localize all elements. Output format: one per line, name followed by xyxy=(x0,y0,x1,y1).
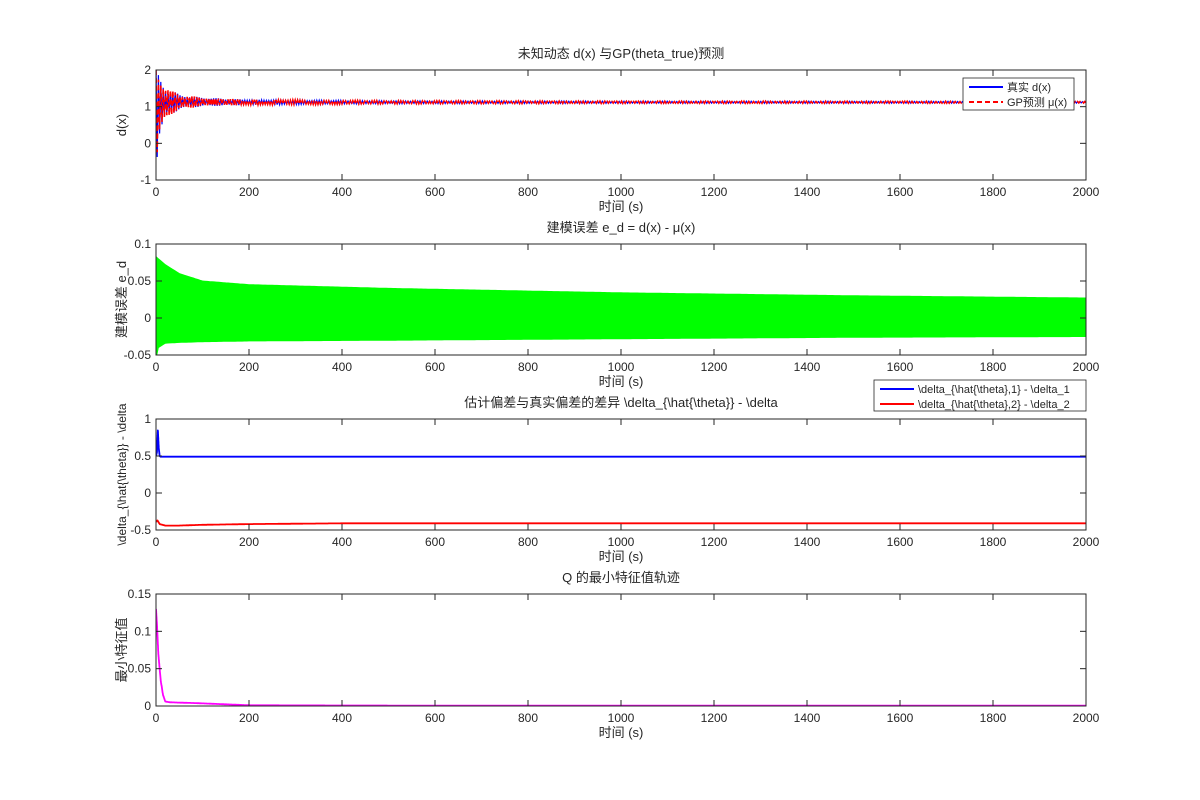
x-tick-label: 1600 xyxy=(887,360,914,374)
x-tick-label: 1600 xyxy=(887,711,914,725)
x-tick-label: 200 xyxy=(239,711,259,725)
series-group xyxy=(156,255,1086,355)
x-tick-label: 1800 xyxy=(980,185,1007,199)
x-tick-label: 200 xyxy=(239,535,259,549)
y-tick-label: -1 xyxy=(140,173,151,187)
y-tick-label: 0.1 xyxy=(134,624,151,638)
series-2-line xyxy=(156,519,1086,527)
y-tick-label: 0 xyxy=(144,486,151,500)
series-1-line xyxy=(156,429,1086,458)
legend: 真实 d(x) GP预测 μ(x) xyxy=(962,77,1075,111)
x-tick-label: 600 xyxy=(425,711,445,725)
y-tick-label: 2 xyxy=(144,63,151,77)
series-group xyxy=(156,429,1086,527)
x-tick-label: 800 xyxy=(518,711,538,725)
x-tick-label: 0 xyxy=(153,185,160,199)
x-tick-label: 2000 xyxy=(1073,535,1100,549)
plot-area xyxy=(156,594,1086,706)
subplot-1: 0 200 400 600 800 1000 1200 1400 1600 1800 2000-10… xyxy=(114,46,1100,214)
x-tick-label: 1000 xyxy=(608,711,635,725)
x-tick-label: 1600 xyxy=(887,535,914,549)
x-tick-label: 2000 xyxy=(1073,185,1100,199)
legend-box xyxy=(962,77,1075,111)
y-axis-label: d(x) xyxy=(114,114,129,136)
x-tick-label: 400 xyxy=(332,360,352,374)
x-tick-label: 600 xyxy=(425,185,445,199)
x-tick-label: 400 xyxy=(332,185,352,199)
y-tick-label: 0.5 xyxy=(134,449,151,463)
legend-entry-1: 真实 d(x) xyxy=(1007,80,1051,94)
chart-title: 未知动态 d(x) 与GP(theta_true)预测 xyxy=(518,46,725,61)
x-tick-label: 2000 xyxy=(1073,360,1100,374)
x-tick-label: 0 xyxy=(153,535,160,549)
y-tick-label: 1 xyxy=(144,412,151,426)
x-tick-label: 1400 xyxy=(794,711,821,725)
x-tick-label: 200 xyxy=(239,360,259,374)
x-tick-label: 200 xyxy=(239,185,259,199)
x-tick-label: 1000 xyxy=(608,185,635,199)
x-tick-label: 1200 xyxy=(701,360,728,374)
y-axis-label: 建模误差 e_d xyxy=(114,261,129,338)
x-tick-label: 400 xyxy=(332,535,352,549)
series-1-band xyxy=(156,255,1086,355)
chart-title: Q 的最小特征值轨迹 xyxy=(562,570,680,585)
x-tick-label: 1400 xyxy=(794,360,821,374)
y-tick-label: -0.5 xyxy=(130,523,151,537)
x-axis-label: 时间 (s) xyxy=(599,549,644,564)
x-tick-label: 800 xyxy=(518,185,538,199)
x-tick-label: 1800 xyxy=(980,360,1007,374)
x-tick-label: 0 xyxy=(153,360,160,374)
x-axis-label: 时间 (s) xyxy=(599,725,644,740)
plot-area xyxy=(156,419,1086,530)
y-tick-label: 1 xyxy=(144,100,151,114)
x-tick-label: 1000 xyxy=(608,535,635,549)
x-tick-label: 0 xyxy=(153,711,160,725)
x-tick-label: 800 xyxy=(518,360,538,374)
x-axis-label: 时间 (s) xyxy=(599,199,644,214)
legend-entry-2: \delta_{\hat{\theta},2} - \delta_2 xyxy=(918,399,1070,411)
x-tick-label: 800 xyxy=(518,535,538,549)
x-tick-label: 1800 xyxy=(980,535,1007,549)
series-group xyxy=(156,70,1086,158)
x-axis-label: 时间 (s) xyxy=(599,374,644,389)
legend-box xyxy=(873,379,1087,412)
subplot-4: 0 200 400 600 800 1000 1200 1400 1600 1800 2000 0 0.… xyxy=(114,570,1100,740)
legend: \delta_{\hat{\theta},1} - \delta_1 \delta… xyxy=(873,379,1087,412)
y-tick-label: 0 xyxy=(144,136,151,150)
chart-title: 估计偏差与真实偏差的差异 \delta_{\hat{\theta}} - \de… xyxy=(464,395,778,410)
x-tick-label: 600 xyxy=(425,535,445,549)
y-tick-label: 0.15 xyxy=(128,587,152,601)
y-tick-label: 0.05 xyxy=(128,274,152,288)
y-tick-label: 0.1 xyxy=(134,237,151,251)
y-axis-label: \delta_{\hat{\theta}} - \delta xyxy=(115,403,129,545)
series-2-line xyxy=(156,70,1086,153)
x-tick-label: 1200 xyxy=(701,185,728,199)
x-tick-label: 1600 xyxy=(887,185,914,199)
y-axis-label: 最小特征值 xyxy=(114,617,129,682)
y-tick-label: -0.05 xyxy=(124,348,152,362)
y-tick-label: 0 xyxy=(144,699,151,713)
x-tick-label: 400 xyxy=(332,711,352,725)
chart-title: 建模误差 e_d = d(x) - μ(x) xyxy=(547,220,696,235)
x-tick-label: 1000 xyxy=(608,360,635,374)
x-tick-label: 1400 xyxy=(794,535,821,549)
plot-area xyxy=(156,70,1086,180)
x-tick-label: 1200 xyxy=(701,535,728,549)
x-tick-label: 1400 xyxy=(794,185,821,199)
y-tick-label: 0 xyxy=(144,311,151,325)
x-tick-label: 600 xyxy=(425,360,445,374)
x-tick-label: 1200 xyxy=(701,711,728,725)
x-tick-label: 2000 xyxy=(1073,711,1100,725)
legend-entry-1: \delta_{\hat{\theta},1} - \delta_1 xyxy=(918,384,1070,396)
subplot-3: 0 200 400 600 800 1000 1200 1400 1600 1800 2000 -0.… xyxy=(115,379,1100,564)
x-tick-label: 1800 xyxy=(980,711,1007,725)
y-tick-label: 0.05 xyxy=(128,662,152,676)
subplot-2: 0 200 400 600 800 1000 1200 1400 1600 1800 2000 -0.… xyxy=(114,220,1100,389)
legend-entry-2: GP预测 μ(x) xyxy=(1007,96,1067,109)
